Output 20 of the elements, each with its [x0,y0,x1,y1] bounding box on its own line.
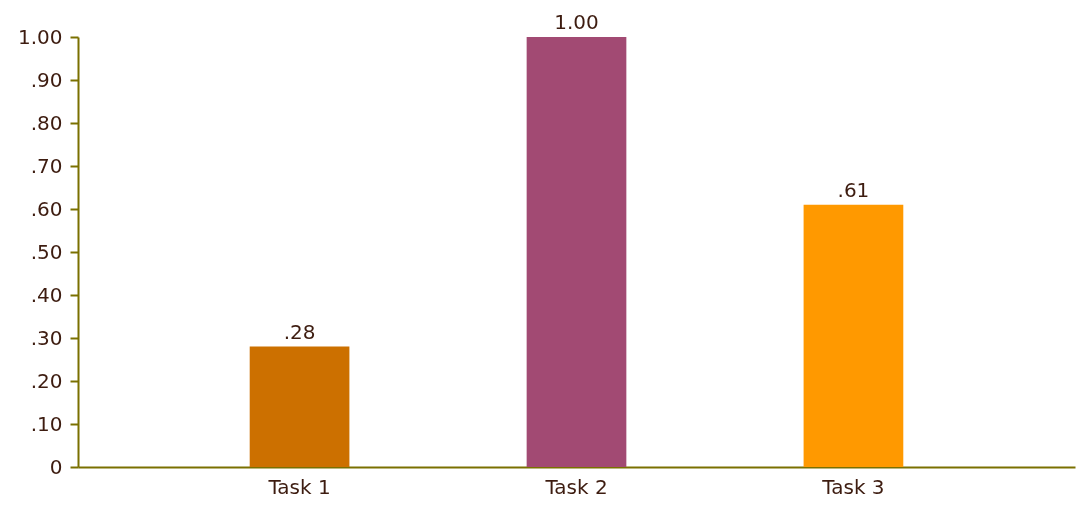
bar [803,204,904,467]
data-label: .28 [283,319,316,344]
y-tick-label: .70 [30,153,63,178]
x-tick-label: Task 2 [544,474,608,499]
x-tick-label: Task 3 [821,474,885,499]
bar [249,346,350,467]
data-label: .61 [837,177,870,202]
y-tick-label: .90 [30,67,63,92]
y-tick-label: .80 [30,110,63,135]
y-tick-label: .20 [30,368,63,393]
y-tick-label: .10 [30,411,63,436]
y-tick-label: .60 [30,196,63,221]
x-tick-label: Task 1 [267,474,331,499]
y-tick-label: 0 [49,454,63,479]
data-label: 1.00 [554,10,599,34]
bar [526,37,627,467]
y-tick-label: .50 [30,239,63,264]
y-tick-label: 1.00 [17,24,63,49]
y-tick-label: .30 [30,325,63,350]
y-tick-label: .40 [30,282,63,307]
